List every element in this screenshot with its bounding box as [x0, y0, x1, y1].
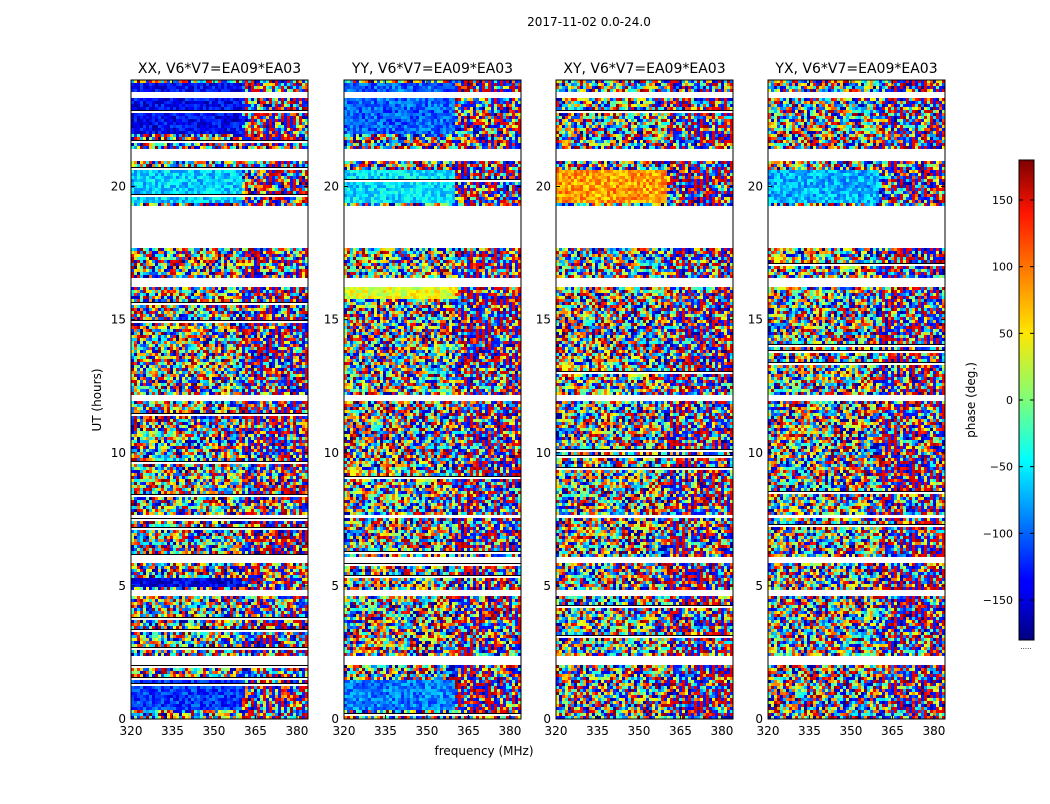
panel-title: YY, V6*V7=EA09*EA03: [351, 61, 513, 77]
x-tick-label: 335: [374, 724, 397, 738]
y-tick-label: 0: [755, 712, 763, 726]
y-tick-label: 20: [324, 180, 339, 194]
x-tick-label: 320: [333, 724, 356, 738]
colorbar-tick-label: 100: [992, 261, 1013, 274]
y-tick-label: 20: [536, 180, 551, 194]
y-tick-label: 5: [755, 579, 763, 593]
x-tick-label: 335: [161, 724, 184, 738]
y-tick-label: 10: [536, 446, 551, 460]
y-tick-label: 0: [543, 712, 551, 726]
x-tick-label: 350: [840, 724, 863, 738]
y-tick-label: 10: [324, 446, 339, 460]
y-tick-label: 15: [324, 313, 339, 327]
x-axis-label: frequency (MHz): [434, 744, 533, 758]
x-tick-label: 350: [416, 724, 439, 738]
colorbar-label: phase (deg.): [964, 362, 978, 438]
x-tick-label: 320: [757, 724, 780, 738]
colorbar-tick-label: 0: [1006, 394, 1013, 407]
panel-title: XX, V6*V7=EA09*EA03: [138, 61, 301, 77]
y-tick-label: 20: [748, 180, 763, 194]
panel-title: YX, V6*V7=EA09*EA03: [774, 61, 937, 77]
x-tick-label: 320: [545, 724, 568, 738]
panel-title: XY, V6*V7=EA09*EA03: [563, 61, 725, 77]
panel-xx: XX, V6*V7=EA09*EA03 320 335 350 365 380 0 5 10 15…: [111, 61, 309, 738]
panel-yx: YX, V6*V7=EA09*EA03 320 335 350 365 380 0 5 10 15…: [748, 61, 946, 738]
y-tick-label: 5: [118, 579, 126, 593]
x-tick-label: 380: [285, 724, 308, 738]
x-tick-label: 335: [586, 724, 609, 738]
panel-xy: XY, V6*V7=EA09*EA03 320 335 350 365 380 0 5 10 15…: [536, 61, 734, 738]
x-tick-label: 365: [881, 724, 904, 738]
y-tick-label: 20: [111, 180, 126, 194]
colorbar-extra-label: .....: [1020, 643, 1031, 651]
figure-suptitle: 2017-11-02 0.0-24.0: [527, 15, 651, 29]
x-tick-label: 350: [203, 724, 226, 738]
x-tick-label: 380: [498, 724, 521, 738]
colorbar: −150 −100 −50 0 50 100 150 phase (deg.) .....: [964, 160, 1034, 651]
colorbar-tick-label: 150: [992, 194, 1013, 207]
heatmap-image: [768, 80, 945, 719]
y-tick-label: 5: [543, 579, 551, 593]
x-tick-label: 320: [120, 724, 143, 738]
panels-group: XX, V6*V7=EA09*EA03 320 335 350 365 380 0 5 10 15…: [111, 61, 946, 738]
y-axis-label: UT (hours): [90, 368, 104, 431]
y-tick-label: 15: [111, 313, 126, 327]
y-tick-label: 0: [331, 712, 339, 726]
colorbar-tick-label: −100: [983, 527, 1013, 540]
y-tick-label: 5: [331, 579, 339, 593]
x-tick-label: 365: [669, 724, 692, 738]
x-tick-label: 365: [244, 724, 267, 738]
heatmap-image: [131, 80, 308, 719]
colorbar-tick-label: −50: [990, 461, 1013, 474]
y-tick-label: 0: [118, 712, 126, 726]
panel-yy: YY, V6*V7=EA09*EA03 320 335 350 365 380 0 5 10 15…: [324, 61, 522, 738]
y-tick-label: 10: [748, 446, 763, 460]
y-tick-label: 15: [536, 313, 551, 327]
y-tick-label: 10: [111, 446, 126, 460]
x-tick-label: 350: [628, 724, 651, 738]
x-tick-label: 335: [798, 724, 821, 738]
heatmap-image: [556, 80, 733, 719]
x-tick-label: 365: [457, 724, 480, 738]
x-tick-label: 380: [922, 724, 945, 738]
y-tick-label: 15: [748, 313, 763, 327]
heatmap-image: [344, 80, 521, 719]
colorbar-tick-label: 50: [999, 327, 1013, 340]
colorbar-tick-label: −150: [983, 594, 1013, 607]
x-tick-label: 380: [710, 724, 733, 738]
